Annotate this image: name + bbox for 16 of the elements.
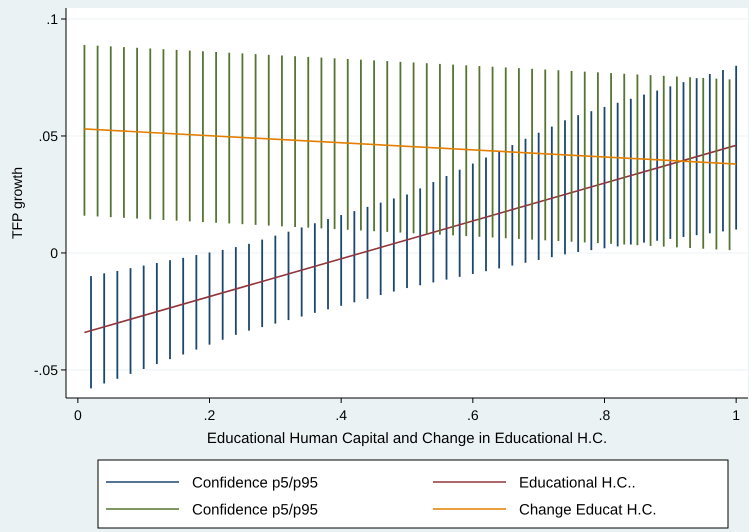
y-tick-label: .1 — [46, 10, 58, 27]
legend-label: Confidence p5/p95 — [192, 474, 318, 492]
x-tick-label: .2 — [204, 407, 216, 423]
x-axis-title: Educational Human Capital and Change in Educational H.C. — [206, 430, 608, 447]
legend-label: Change Educat H.C. — [519, 501, 657, 518]
legend-label: Confidence p5/p95 — [192, 501, 318, 518]
y-tick-label: 0 — [50, 244, 58, 261]
x-tick-label: 0 — [74, 407, 82, 423]
x-tick-label: .6 — [466, 407, 479, 423]
x-tick-label: 1 — [732, 407, 740, 423]
x-tick-label: .8 — [598, 407, 611, 423]
legend-label: Educational H.C.. — [519, 474, 636, 492]
x-tick-label: .4 — [335, 407, 348, 423]
y-tick-label: .05 — [38, 128, 58, 144]
y-axis-title: TFP growth — [9, 166, 25, 240]
y-tick-label: -.05 — [34, 362, 58, 378]
